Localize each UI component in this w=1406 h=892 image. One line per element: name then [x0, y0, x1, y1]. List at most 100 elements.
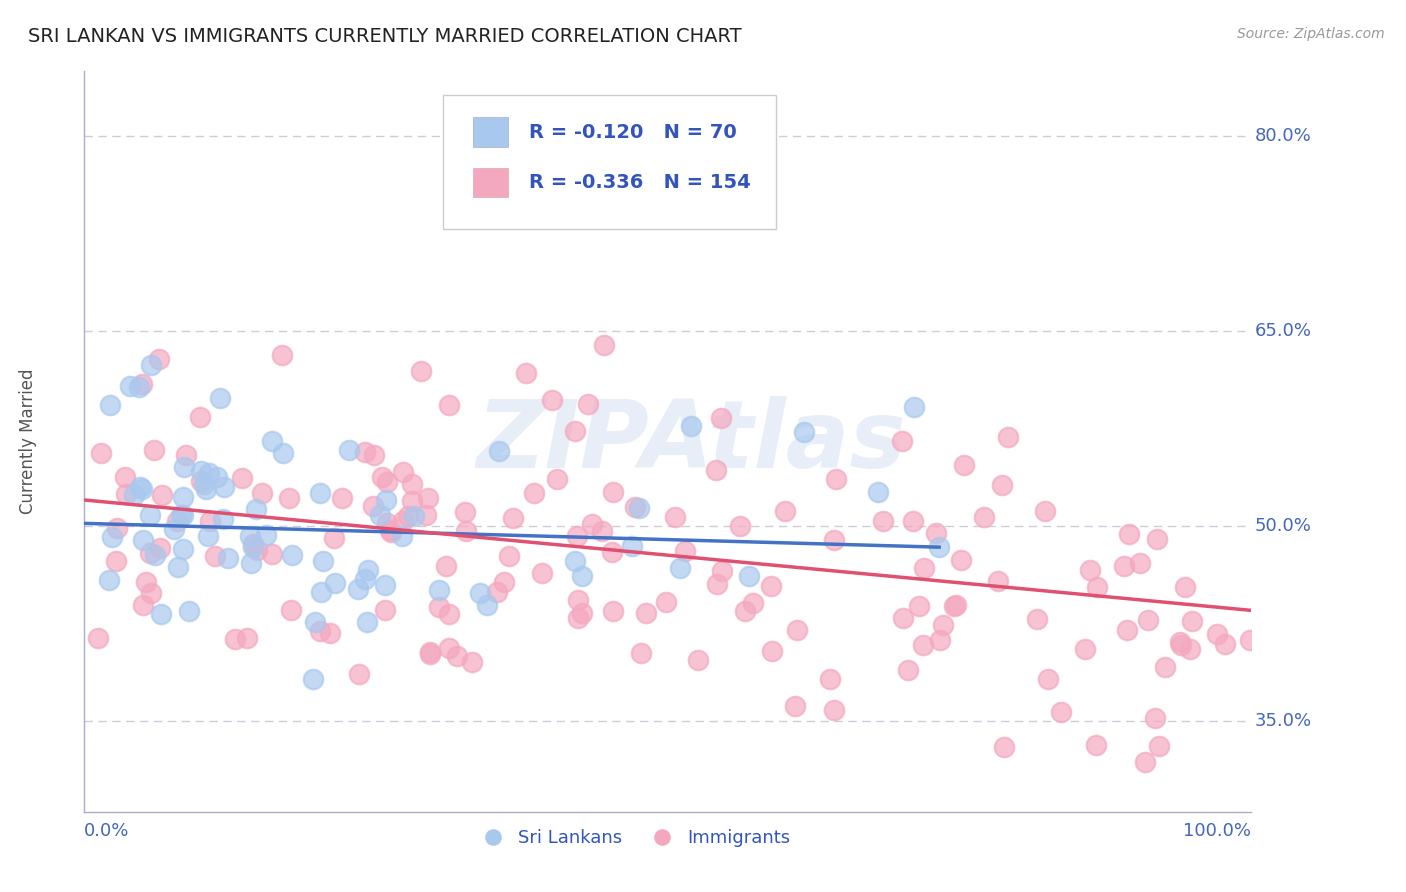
Point	[530, 566, 553, 581]
Point	[1154, 660, 1177, 674]
FancyBboxPatch shape	[472, 117, 508, 147]
Point	[231, 471, 253, 485]
Point	[1085, 580, 1108, 594]
Point	[492, 574, 515, 589]
Point	[132, 533, 155, 547]
Point	[1174, 580, 1197, 594]
Point	[224, 632, 246, 647]
Text: R = -0.336   N = 154: R = -0.336 N = 154	[529, 173, 751, 192]
Text: Source: ZipAtlas.com: Source: ZipAtlas.com	[1237, 27, 1385, 41]
Point	[363, 448, 385, 462]
Point	[409, 364, 432, 378]
Point	[212, 512, 235, 526]
Point	[236, 631, 259, 645]
Point	[270, 348, 292, 362]
Text: Currently Married: Currently Married	[20, 368, 38, 515]
Point	[454, 524, 477, 539]
Point	[374, 603, 396, 617]
Point	[1129, 556, 1152, 570]
Point	[711, 565, 734, 579]
Point	[901, 514, 924, 528]
Point	[337, 442, 360, 457]
Point	[319, 626, 342, 640]
Point	[312, 554, 335, 568]
Point	[245, 501, 267, 516]
Point	[105, 521, 128, 535]
Point	[688, 653, 710, 667]
Point	[987, 574, 1010, 588]
Point	[759, 578, 782, 592]
Point	[262, 434, 284, 448]
Point	[418, 491, 440, 505]
Text: 50.0%: 50.0%	[1254, 517, 1312, 535]
Point	[485, 585, 508, 599]
Text: SRI LANKAN VS IMMIGRANTS CURRENTLY MARRIED CORRELATION CHART: SRI LANKAN VS IMMIGRANTS CURRENTLY MARRI…	[28, 27, 742, 45]
Point	[217, 551, 239, 566]
Point	[427, 582, 450, 597]
Point	[212, 480, 235, 494]
Point	[163, 522, 186, 536]
Point	[1205, 627, 1227, 641]
Text: ZIPAtlas: ZIPAtlas	[477, 395, 905, 488]
Point	[576, 397, 599, 411]
Point	[193, 476, 215, 491]
Point	[679, 419, 702, 434]
Point	[1239, 633, 1261, 648]
Point	[204, 549, 226, 564]
Point	[761, 644, 783, 658]
Point	[370, 508, 392, 523]
Point	[706, 577, 728, 591]
Point	[668, 561, 690, 575]
Point	[823, 533, 845, 547]
Point	[546, 471, 568, 485]
Point	[131, 599, 153, 613]
Point	[564, 424, 586, 438]
Text: 80.0%: 80.0%	[1254, 128, 1312, 145]
Point	[330, 491, 353, 506]
Point	[437, 607, 460, 621]
Point	[90, 445, 112, 459]
Point	[911, 638, 934, 652]
Point	[437, 641, 460, 656]
Point	[131, 377, 153, 392]
Point	[273, 446, 295, 460]
Point	[897, 663, 920, 677]
Point	[208, 391, 231, 405]
Point	[427, 600, 450, 615]
Point	[515, 366, 537, 380]
Point	[823, 703, 845, 717]
Point	[118, 379, 141, 393]
Point	[893, 611, 915, 625]
Point	[488, 444, 510, 458]
Point	[785, 698, 807, 713]
Point	[149, 541, 172, 555]
Point	[250, 486, 273, 500]
Point	[602, 485, 624, 500]
Point	[135, 574, 157, 589]
Point	[172, 541, 194, 556]
Point	[621, 539, 644, 553]
Point	[1049, 705, 1071, 719]
Point	[704, 462, 727, 476]
Point	[141, 358, 163, 372]
Point	[627, 500, 650, 515]
Point	[207, 470, 229, 484]
Point	[571, 569, 593, 583]
Point	[401, 494, 423, 508]
Point	[728, 519, 751, 533]
Point	[357, 563, 380, 577]
Point	[446, 648, 468, 663]
Point	[98, 398, 121, 412]
Point	[949, 552, 972, 566]
Point	[197, 466, 219, 480]
Point	[391, 528, 413, 542]
Point	[353, 572, 375, 586]
Point	[630, 646, 652, 660]
Point	[190, 474, 212, 488]
Point	[141, 585, 163, 599]
Text: R = -0.120   N = 70: R = -0.120 N = 70	[529, 122, 737, 142]
Point	[775, 504, 797, 518]
Point	[1143, 711, 1166, 725]
Point	[454, 505, 477, 519]
Point	[793, 425, 815, 440]
